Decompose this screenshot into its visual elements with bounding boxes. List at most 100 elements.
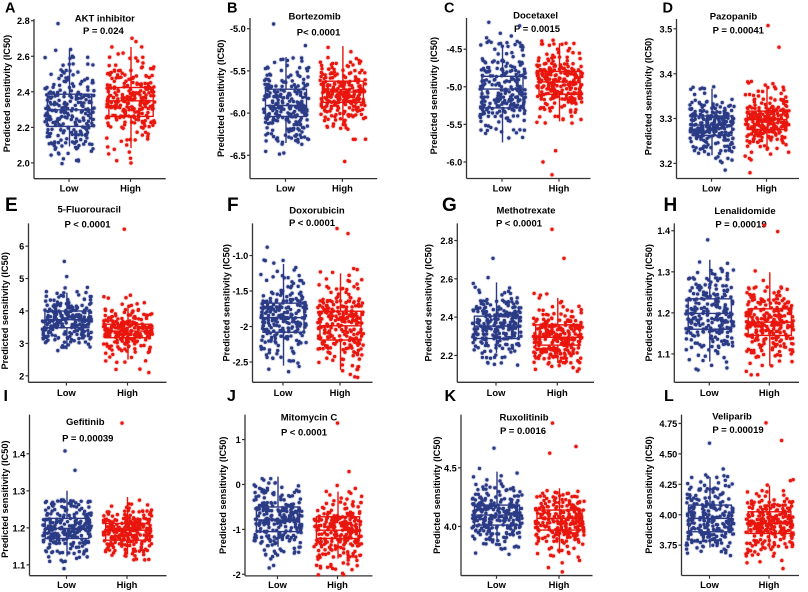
- svg-text:P < 0.0001: P < 0.0001: [289, 218, 336, 229]
- svg-text:Predicted sensitivity (IC50): Predicted sensitivity (IC50): [644, 244, 654, 361]
- svg-text:Bortezomib: Bortezomib: [288, 12, 340, 23]
- svg-text:P = 0.00019: P = 0.00019: [712, 425, 763, 436]
- svg-text:-6.0: -6.0: [230, 109, 246, 119]
- svg-text:High: High: [549, 579, 570, 590]
- svg-text:-2: -2: [240, 322, 248, 332]
- svg-text:1.3: 1.3: [657, 267, 670, 277]
- svg-text:Low: Low: [268, 579, 287, 590]
- svg-text:Ruxolitinib: Ruxolitinib: [499, 413, 548, 424]
- svg-text:P = 0.0016: P = 0.0016: [500, 426, 546, 437]
- svg-text:Gefitinib: Gefitinib: [66, 417, 105, 428]
- svg-text:2.8: 2.8: [440, 236, 453, 246]
- svg-text:B: B: [227, 1, 237, 17]
- svg-text:-5.0: -5.0: [446, 82, 462, 92]
- svg-text:Low: Low: [276, 182, 295, 193]
- svg-text:4.75: 4.75: [659, 419, 677, 429]
- svg-text:Low: Low: [700, 579, 719, 590]
- svg-text:High: High: [756, 182, 777, 193]
- svg-text:Predicted sensitivity (IC50): Predicted sensitivity (IC50): [216, 40, 226, 157]
- svg-text:P = 0.0015: P = 0.0015: [514, 24, 561, 35]
- svg-text:P< 0.0001: P< 0.0001: [297, 27, 341, 38]
- svg-text:C: C: [444, 1, 455, 17]
- svg-text:2.0: 2.0: [17, 158, 30, 168]
- svg-text:3.2: 3.2: [660, 159, 673, 169]
- svg-text:5-Fluorouracil: 5-Fluorouracil: [58, 204, 121, 215]
- svg-text:A: A: [5, 1, 16, 17]
- svg-text:Low: Low: [487, 387, 506, 398]
- svg-text:2.4: 2.4: [17, 87, 31, 97]
- svg-text:-4.5: -4.5: [446, 45, 462, 55]
- svg-text:-2.5: -2.5: [232, 358, 248, 368]
- svg-text:Predicted sensitivity (IC50): Predicted sensitivity (IC50): [0, 252, 10, 369]
- svg-text:J: J: [227, 388, 236, 405]
- svg-text:2.6: 2.6: [440, 274, 453, 284]
- svg-text:AKT inhibitor: AKT inhibitor: [75, 14, 135, 25]
- svg-text:High: High: [330, 387, 351, 398]
- svg-text:Predicted sensitivity (IC50): Predicted sensitivity (IC50): [424, 244, 434, 361]
- svg-text:P = 0.00041: P = 0.00041: [713, 26, 765, 37]
- svg-text:2.4: 2.4: [440, 313, 454, 323]
- svg-text:High: High: [120, 182, 141, 193]
- svg-text:Doxorubicin: Doxorubicin: [289, 205, 345, 216]
- svg-text:1.3: 1.3: [13, 486, 26, 496]
- svg-text:3.5: 3.5: [660, 24, 673, 34]
- svg-text:Predicted sensitivity (IC50): Predicted sensitivity (IC50): [218, 437, 228, 554]
- svg-text:Low: Low: [57, 387, 76, 398]
- svg-text:1.1: 1.1: [13, 560, 26, 570]
- svg-text:P = 0.024: P = 0.024: [83, 26, 124, 37]
- svg-text:1.4: 1.4: [13, 449, 27, 459]
- svg-text:3.75: 3.75: [659, 541, 677, 551]
- svg-text:-6.5: -6.5: [230, 151, 246, 161]
- svg-text:E: E: [5, 195, 18, 216]
- svg-text:Low: Low: [702, 182, 721, 193]
- svg-text:High: High: [327, 579, 348, 590]
- svg-text:F: F: [227, 195, 239, 216]
- svg-text:P < 0.0001: P < 0.0001: [64, 220, 111, 231]
- svg-text:P < 0.0001: P < 0.0001: [281, 428, 328, 439]
- svg-text:Mitomycin C: Mitomycin C: [281, 413, 338, 424]
- svg-text:High: High: [117, 387, 138, 398]
- svg-text:1.1: 1.1: [657, 349, 670, 359]
- svg-text:Veliparib: Veliparib: [712, 412, 752, 423]
- svg-text:High: High: [759, 579, 780, 590]
- svg-text:-5.5: -5.5: [230, 66, 246, 76]
- svg-text:-5.0: -5.0: [230, 24, 246, 34]
- svg-text:H: H: [664, 195, 678, 216]
- svg-text:4.50: 4.50: [659, 449, 677, 459]
- svg-text:1.2: 1.2: [13, 523, 26, 533]
- svg-text:L: L: [664, 388, 674, 405]
- svg-text:Predicted sensitivity (IC50): Predicted sensitivity (IC50): [429, 37, 439, 154]
- svg-text:4.5: 4.5: [444, 463, 457, 473]
- svg-text:Predicted sensitivity (IC50): Predicted sensitivity (IC50): [644, 436, 654, 553]
- svg-text:Low: Low: [700, 387, 719, 398]
- svg-text:1.4: 1.4: [657, 226, 671, 236]
- svg-text:3: 3: [19, 339, 24, 349]
- svg-text:0: 0: [236, 480, 241, 490]
- svg-text:Predicted sensitivity (IC50): Predicted sensitivity (IC50): [2, 35, 12, 152]
- svg-text:-5.5: -5.5: [446, 120, 462, 130]
- svg-text:-1: -1: [233, 525, 241, 535]
- svg-text:3.4: 3.4: [660, 69, 674, 79]
- svg-text:Lenalidomide: Lenalidomide: [714, 206, 775, 217]
- svg-text:High: High: [117, 579, 138, 590]
- svg-text:2.6: 2.6: [17, 52, 30, 62]
- svg-text:High: High: [332, 182, 353, 193]
- svg-text:Docetaxel: Docetaxel: [513, 11, 558, 22]
- svg-text:5: 5: [19, 274, 24, 284]
- svg-text:-1.0: -1.0: [232, 251, 248, 261]
- svg-text:Pazopanib: Pazopanib: [710, 12, 758, 23]
- svg-text:Low: Low: [274, 387, 293, 398]
- svg-text:G: G: [442, 195, 457, 216]
- svg-text:1.2: 1.2: [657, 308, 670, 318]
- svg-text:4.0: 4.0: [444, 522, 457, 532]
- svg-text:High: High: [759, 387, 780, 398]
- svg-text:2.2: 2.2: [17, 123, 30, 133]
- svg-text:I: I: [4, 388, 8, 405]
- svg-text:-1.5: -1.5: [232, 287, 248, 297]
- svg-text:1: 1: [236, 435, 241, 445]
- svg-text:-6.0: -6.0: [446, 158, 462, 168]
- svg-text:P < 0.0001: P < 0.0001: [496, 218, 543, 229]
- svg-text:K: K: [445, 388, 457, 405]
- svg-text:3.3: 3.3: [660, 114, 673, 124]
- svg-text:High: High: [549, 182, 570, 193]
